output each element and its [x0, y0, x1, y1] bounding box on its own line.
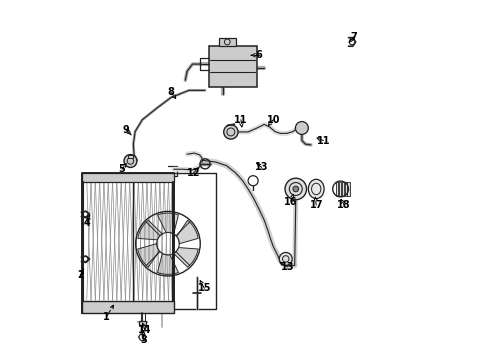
Polygon shape — [138, 244, 159, 267]
Text: 14: 14 — [138, 325, 151, 334]
Text: 16: 16 — [284, 197, 297, 207]
Text: 5: 5 — [118, 164, 125, 174]
Bar — [219, 39, 235, 45]
Text: 2: 2 — [77, 270, 83, 280]
Text: 12: 12 — [186, 168, 200, 178]
Bar — [341, 182, 344, 196]
Bar — [127, 155, 133, 158]
Text: 15: 15 — [197, 283, 211, 293]
Circle shape — [224, 39, 230, 45]
Circle shape — [223, 125, 238, 139]
Text: 6: 6 — [255, 50, 262, 60]
Text: 11: 11 — [234, 115, 247, 125]
Bar — [338, 182, 341, 196]
Bar — [346, 182, 349, 196]
Text: 18: 18 — [337, 200, 350, 210]
Bar — [82, 173, 174, 182]
Text: 13: 13 — [280, 262, 294, 272]
Bar — [139, 321, 145, 325]
Bar — [335, 182, 338, 196]
Polygon shape — [176, 220, 198, 244]
Polygon shape — [157, 253, 178, 274]
Polygon shape — [138, 220, 162, 240]
Text: 11: 11 — [316, 136, 329, 145]
Circle shape — [279, 252, 292, 265]
Text: 4: 4 — [83, 218, 90, 228]
Circle shape — [295, 122, 308, 134]
Text: 8: 8 — [167, 87, 174, 97]
Polygon shape — [157, 213, 178, 234]
Ellipse shape — [308, 179, 324, 199]
Text: 17: 17 — [309, 200, 322, 210]
Circle shape — [124, 154, 137, 167]
Bar — [208, 45, 257, 87]
Text: 10: 10 — [266, 115, 279, 125]
Circle shape — [285, 178, 306, 200]
Text: 7: 7 — [350, 32, 357, 41]
Circle shape — [292, 186, 298, 192]
Text: 13: 13 — [254, 162, 268, 172]
Bar — [82, 301, 174, 313]
Text: 1: 1 — [103, 312, 110, 322]
Text: 3: 3 — [140, 334, 146, 345]
Bar — [344, 182, 346, 196]
Text: 9: 9 — [122, 125, 129, 135]
Polygon shape — [173, 248, 198, 267]
